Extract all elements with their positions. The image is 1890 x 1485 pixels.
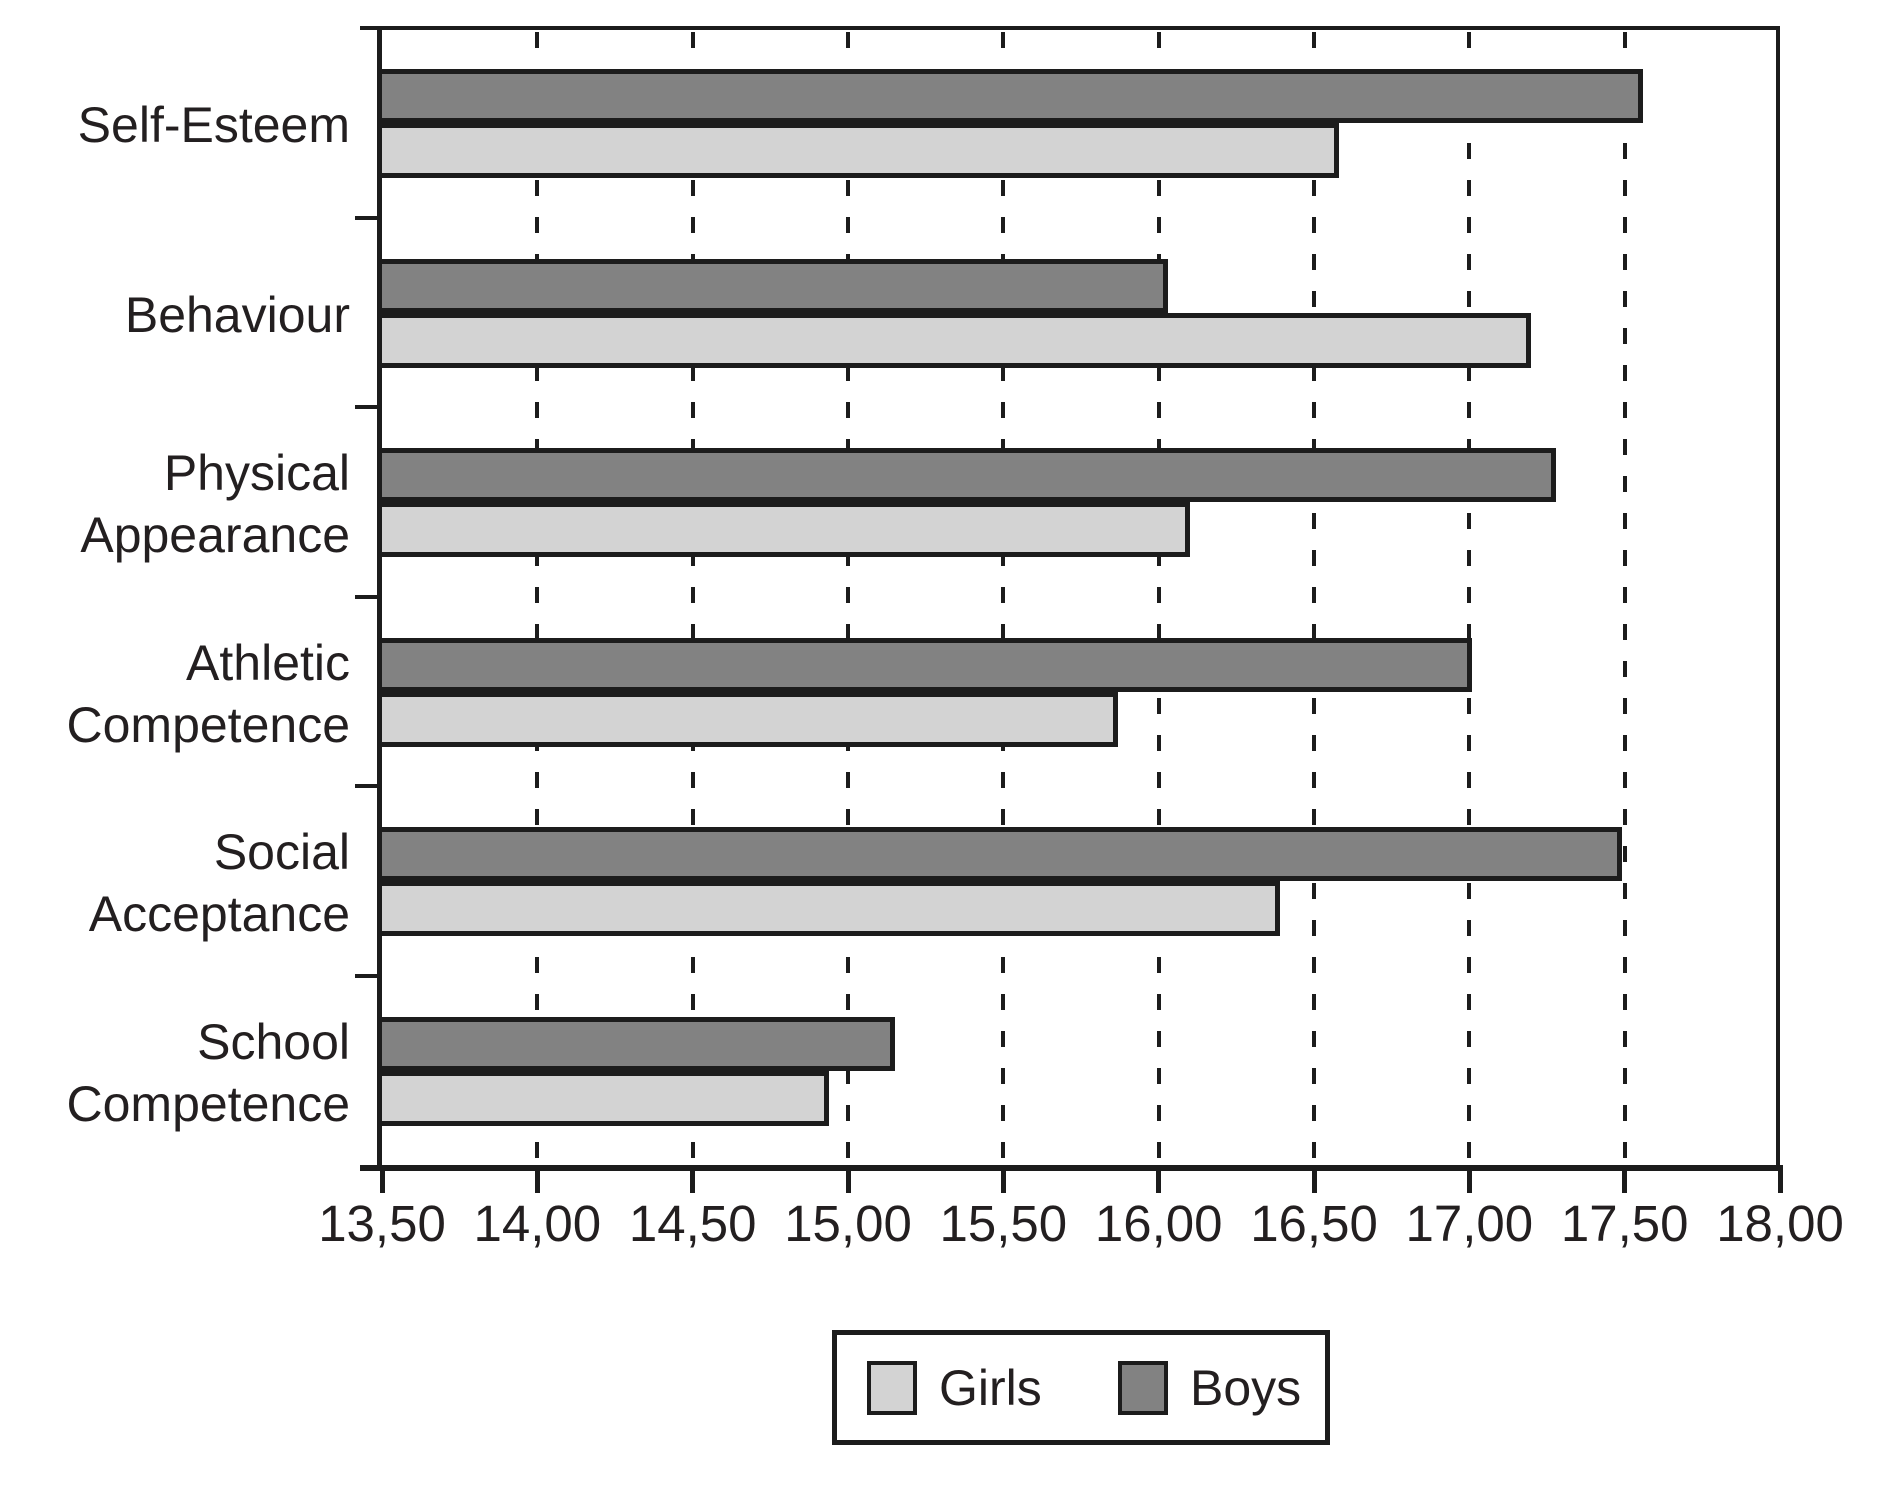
legend-item-boys: Boys <box>1118 1335 1301 1440</box>
plot-right-border <box>1776 26 1780 1171</box>
x-tick-17.50 <box>1622 1165 1628 1193</box>
plot-area <box>382 28 1780 1165</box>
gridline-15.50 <box>1001 32 1006 1165</box>
plot-top-border <box>360 26 1780 30</box>
x-axis-line <box>360 1165 1780 1171</box>
x-tick-14.50 <box>690 1165 696 1193</box>
x-tick-label-14.00: 14,00 <box>473 1195 602 1252</box>
girls-swatch <box>867 1360 917 1415</box>
x-tick-label-16.50: 16,50 <box>1250 1195 1378 1252</box>
gridline-17.50 <box>1622 32 1627 1165</box>
y-group-tick-2 <box>355 405 377 409</box>
category-label-self-esteem: Self-Esteem <box>77 97 350 153</box>
bar-boys-behaviour <box>377 258 1168 313</box>
x-tick-label-15.50: 15,50 <box>939 1195 1068 1252</box>
bar-girls-self-esteem <box>377 123 1339 178</box>
category-label-social-acceptance: Social Acceptance <box>88 824 350 942</box>
bar-girls-behaviour <box>377 312 1532 368</box>
x-tick-15.50 <box>1000 1165 1006 1193</box>
category-label-behaviour: Behaviour <box>124 286 350 343</box>
gridline-14.00 <box>535 32 540 1165</box>
bar-girls-athletic-competence <box>377 691 1119 747</box>
x-tick-label-15.00: 15,00 <box>784 1195 912 1252</box>
x-tick-label-18.00: 18,00 <box>1716 1195 1844 1252</box>
girls-legend-label: Girls <box>939 1359 1042 1416</box>
x-tick-16.00 <box>1156 1165 1162 1193</box>
bar-boys-school-competence <box>377 1016 895 1071</box>
x-tick-16.50 <box>1311 1165 1317 1193</box>
bar-boys-self-esteem <box>377 69 1644 123</box>
x-tick-17.00 <box>1466 1165 1472 1193</box>
x-tick-15.00 <box>845 1165 851 1193</box>
y-group-tick-5 <box>355 973 377 978</box>
x-tick-18.00 <box>1777 1165 1783 1193</box>
category-label-physical-appearance: Physical Appearance <box>80 445 350 563</box>
x-tick-label-17.50: 17,50 <box>1560 1195 1689 1252</box>
category-label-athletic-competence: Athletic Competence <box>66 634 351 753</box>
y-group-tick-3 <box>355 594 377 599</box>
legend-item-girls: Girls <box>867 1335 1042 1440</box>
legend: Girls Boys <box>832 1330 1330 1445</box>
boys-swatch <box>1118 1360 1168 1415</box>
y-group-tick-4 <box>355 784 377 788</box>
bar-boys-athletic-competence <box>377 637 1473 692</box>
x-tick-label-17.00: 17,00 <box>1405 1195 1534 1252</box>
bar-girls-physical-appearance <box>377 502 1190 557</box>
x-tick-label-14.50: 14,50 <box>628 1195 757 1252</box>
x-tick-label-13.50: 13,50 <box>318 1195 446 1252</box>
gridline-14.50 <box>690 32 695 1165</box>
gridline-17.00 <box>1467 32 1472 1165</box>
boys-legend-label: Boys <box>1190 1359 1302 1416</box>
y-axis-line <box>377 26 382 1171</box>
bar-boys-physical-appearance <box>377 448 1557 502</box>
bar-girls-school-competence <box>377 1070 830 1126</box>
bar-boys-social-acceptance <box>377 827 1622 881</box>
x-tick-14.00 <box>534 1165 540 1193</box>
gridline-15.00 <box>846 32 850 1165</box>
x-tick-13.50 <box>379 1165 385 1193</box>
x-tick-label-16.00: 16,00 <box>1094 1195 1223 1252</box>
gridline-16.50 <box>1312 32 1316 1165</box>
y-group-tick-1 <box>355 215 377 220</box>
bar-girls-social-acceptance <box>377 881 1280 936</box>
gridline-16.00 <box>1156 32 1161 1165</box>
category-label-school-competence: School Competence <box>66 1013 351 1132</box>
